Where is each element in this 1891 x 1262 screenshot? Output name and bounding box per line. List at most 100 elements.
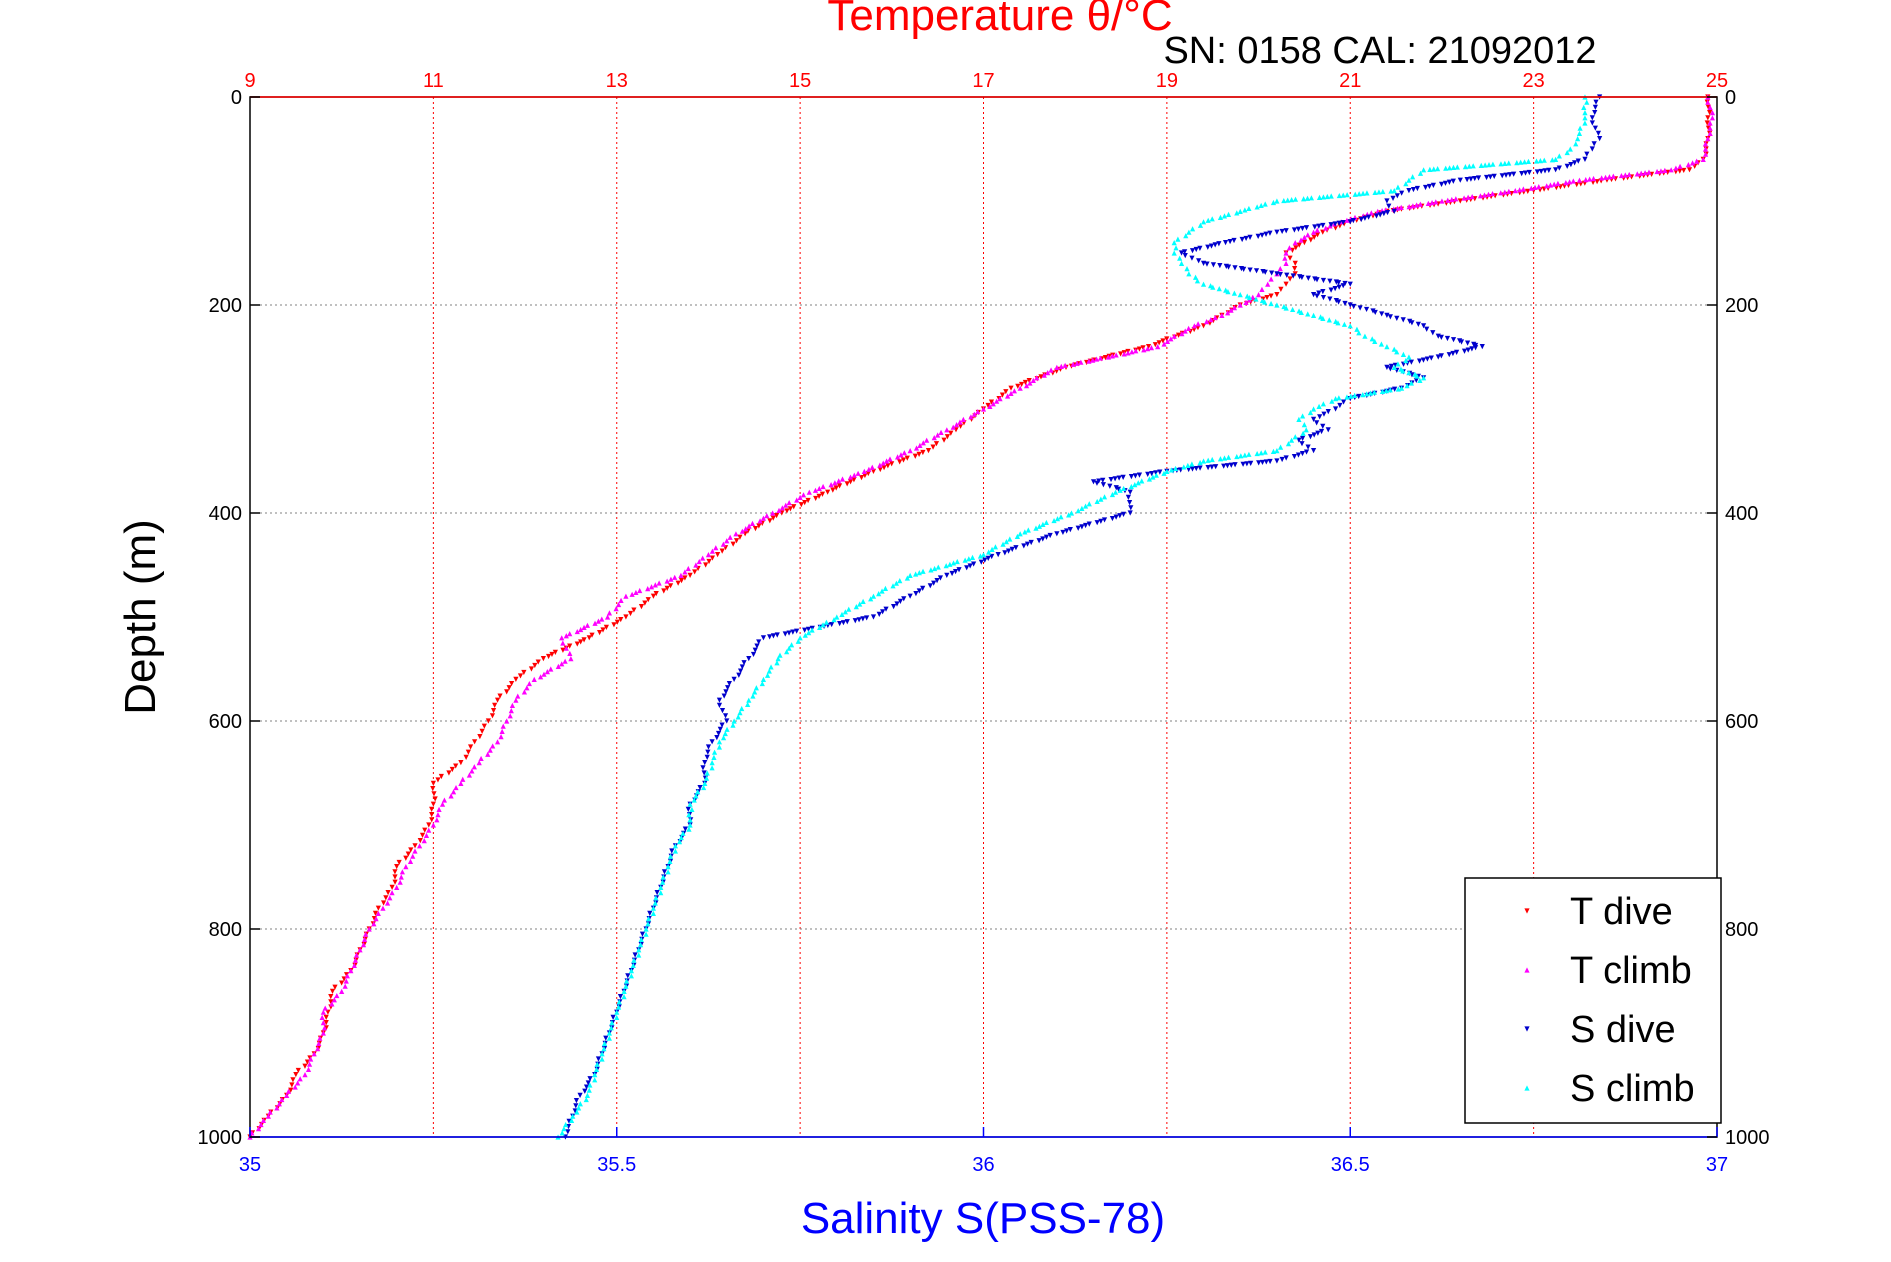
data-point	[1582, 110, 1588, 116]
data-point	[1121, 485, 1127, 492]
data-point	[1428, 355, 1434, 361]
data-point	[750, 693, 756, 699]
data-point	[497, 693, 503, 699]
data-point	[685, 806, 691, 812]
data-point	[609, 1020, 615, 1026]
data-point	[931, 435, 937, 441]
data-point	[267, 1109, 273, 1115]
data-point	[1203, 319, 1210, 325]
depth-tick-label-right: 0	[1725, 87, 1736, 109]
data-point	[1417, 170, 1424, 176]
data-point	[737, 668, 744, 674]
data-point	[786, 645, 792, 651]
data-point	[498, 734, 504, 740]
data-point	[544, 669, 550, 675]
data-point	[1054, 364, 1060, 370]
data-point	[1209, 456, 1215, 463]
data-point	[632, 952, 638, 958]
data-point	[479, 728, 485, 734]
data-point	[870, 593, 877, 599]
data-point	[332, 984, 338, 990]
data-point	[1485, 191, 1492, 197]
data-point	[1156, 340, 1162, 346]
data-point	[1296, 416, 1302, 422]
data-point	[794, 628, 800, 634]
data-point	[1384, 198, 1390, 204]
data-point	[1101, 494, 1108, 500]
data-point	[1514, 160, 1520, 166]
data-point	[916, 588, 922, 594]
data-point	[853, 604, 859, 610]
data-point	[913, 571, 919, 577]
data-point	[1570, 178, 1576, 184]
data-point	[563, 633, 569, 639]
data-point	[426, 822, 432, 828]
data-point	[1086, 501, 1092, 507]
data-point	[1702, 146, 1709, 152]
data-point	[417, 838, 423, 844]
data-series	[247, 94, 1716, 1140]
data-point	[1332, 286, 1338, 292]
data-point	[466, 772, 473, 778]
data-point	[446, 770, 452, 776]
data-point	[1335, 299, 1342, 305]
data-point	[1094, 520, 1100, 526]
data-point	[565, 1129, 571, 1135]
data-point	[954, 558, 960, 565]
data-point	[1173, 245, 1179, 251]
data-point	[1189, 226, 1196, 232]
data-point	[964, 565, 970, 571]
data-point	[362, 936, 368, 942]
data-point	[1182, 328, 1188, 334]
data-point	[1320, 315, 1326, 321]
data-point	[1011, 388, 1017, 394]
data-point	[1283, 260, 1289, 266]
data-point	[1386, 203, 1392, 209]
data-point	[1246, 294, 1253, 301]
data-point	[1317, 414, 1323, 420]
series-s-dive	[562, 94, 1603, 1140]
data-point	[968, 414, 974, 420]
data-point	[877, 466, 883, 473]
data-point	[1567, 146, 1573, 152]
data-point	[1291, 453, 1298, 460]
data-point	[830, 487, 836, 493]
data-point	[861, 468, 867, 474]
data-point	[1573, 141, 1579, 147]
data-point	[320, 1030, 326, 1036]
data-point	[1410, 174, 1416, 180]
data-point	[1296, 242, 1302, 248]
data-point	[637, 942, 644, 948]
data-point	[274, 1105, 280, 1111]
data-point	[611, 622, 617, 628]
data-point	[719, 548, 725, 554]
data-point	[978, 559, 984, 565]
data-point	[1371, 389, 1378, 395]
data-point	[944, 427, 950, 433]
data-point	[1024, 541, 1031, 547]
data-point	[435, 812, 441, 818]
data-point	[562, 658, 568, 664]
data-point	[661, 869, 668, 875]
data-point	[1161, 341, 1167, 347]
data-point	[578, 626, 584, 633]
data-point	[1263, 231, 1269, 237]
data-point	[931, 580, 937, 586]
data-point	[465, 749, 471, 755]
data-point	[460, 776, 466, 782]
data-point	[1232, 462, 1238, 468]
data-point	[1274, 198, 1280, 204]
data-point	[900, 457, 907, 463]
data-point	[1555, 180, 1561, 186]
data-point	[770, 515, 776, 521]
data-point	[798, 502, 804, 508]
data-point	[1101, 517, 1108, 523]
data-point	[842, 609, 848, 615]
data-point	[439, 801, 446, 807]
data-point	[398, 874, 404, 880]
legend-box	[1464, 877, 1722, 1124]
data-point	[1113, 514, 1119, 520]
data-point	[260, 1117, 267, 1123]
data-point	[1289, 197, 1295, 203]
data-point	[876, 591, 882, 597]
